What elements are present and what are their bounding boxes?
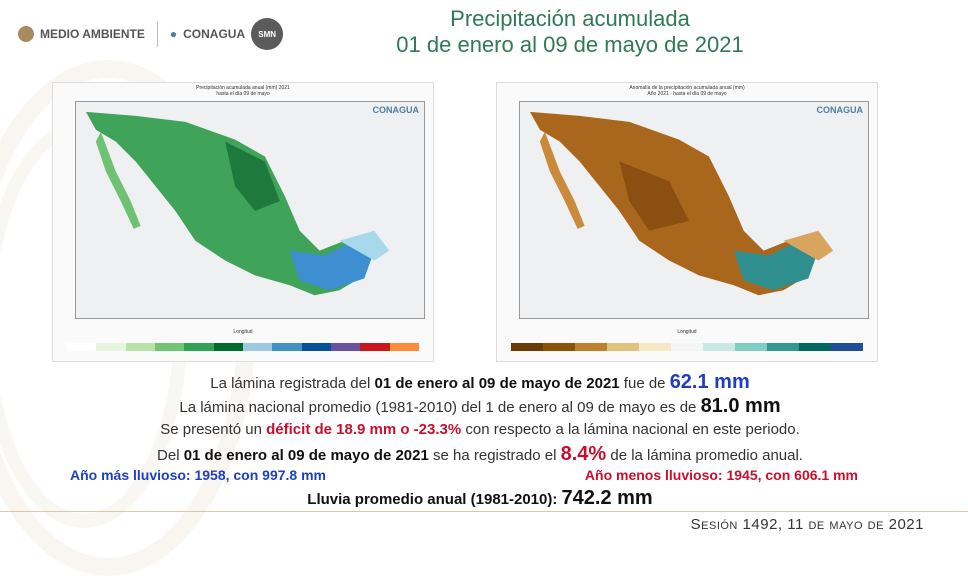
anomaly-colorbar <box>511 343 863 351</box>
conagua-logo: CONAGUA <box>183 27 246 41</box>
precip-colorbar <box>67 343 419 351</box>
title-line-1: Precipitación acumulada <box>450 6 690 31</box>
map-xlabel: Longitud <box>233 329 253 335</box>
map-title: Anomalía de la precipitación acumulada a… <box>629 85 745 97</box>
driest-year: Año menos lluvioso: 1945, con 606.1 mm <box>584 467 858 483</box>
conagua-map-brand: CONAGUA <box>816 105 864 115</box>
mexico-anomaly-shape <box>529 111 834 296</box>
map-plot-area <box>519 101 869 319</box>
annual-average: Lluvia promedio anual (1981-2010): 742.2… <box>307 487 653 509</box>
precipitation-map: Precipitación acumulada anual (mm) 2021 … <box>52 82 434 362</box>
conagua-map-brand: CONAGUA <box>372 105 420 115</box>
conagua-drop-icon: ● <box>169 27 178 41</box>
stat-line-1: La lámina registrada del 01 de enero al … <box>210 371 750 393</box>
stat-line-3: Se presentó un déficit de 18.9 mm o -23.… <box>160 421 800 438</box>
page-title: Precipitación acumulada 01 de enero al 0… <box>330 6 810 58</box>
title-line-2: 01 de enero al 09 de mayo de 2021 <box>396 32 744 57</box>
eagle-icon <box>18 26 34 42</box>
session-footer: Sesión 1492, 11 de mayo de 2021 <box>690 516 924 533</box>
smn-seal: SMN <box>251 18 284 50</box>
mexico-precip-shape <box>85 111 390 296</box>
stat-line-2: La lámina nacional promedio (1981-2010) … <box>179 395 781 417</box>
map-title: Precipitación acumulada anual (mm) 2021 … <box>196 85 290 97</box>
stat-line-4: Del 01 de enero al 09 de mayo de 2021 se… <box>157 443 803 465</box>
anomaly-map: Anomalía de la precipitación acumulada a… <box>496 82 878 362</box>
map-xlabel: Longitud <box>677 329 697 335</box>
wettest-year: Año más lluvioso: 1958, con 997.8 mm <box>70 467 326 483</box>
map-plot-area <box>75 101 425 319</box>
medio-ambiente-logo: MEDIO AMBIENTE <box>40 27 145 41</box>
footer-divider <box>0 511 968 512</box>
logo-divider <box>156 21 158 47</box>
header-logos: MEDIO AMBIENTE ● CONAGUA SMN <box>18 18 284 50</box>
